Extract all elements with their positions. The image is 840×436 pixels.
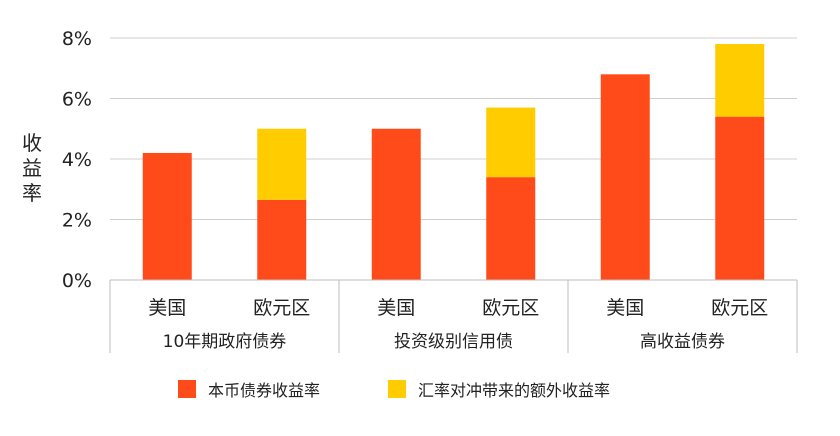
bar	[257, 199, 307, 280]
bar	[486, 177, 536, 280]
x-tick-label: 美国	[606, 297, 644, 319]
y-tick-label: 6%	[62, 89, 92, 111]
y-tick-label: 0%	[62, 270, 92, 292]
bars	[142, 44, 765, 281]
legend-swatch	[178, 380, 196, 398]
y-axis-label-char: 率	[22, 181, 42, 205]
gridlines	[110, 37, 797, 220]
x-tick-label: 欧元区	[482, 297, 539, 319]
legend-label: 本币债券收益率	[208, 381, 320, 400]
legend-label: 汇率对冲带来的额外收益率	[418, 381, 610, 400]
bar	[715, 116, 765, 281]
bar	[600, 74, 650, 280]
legend-swatch	[388, 380, 406, 398]
bar	[257, 128, 307, 200]
group-label: 投资级别信用债	[394, 332, 513, 352]
group-label: 高收益债券	[640, 332, 725, 352]
bar	[142, 152, 192, 280]
x-tick-label: 美国	[377, 297, 415, 319]
bar	[715, 44, 765, 117]
group-label: 10年期政府债券	[163, 332, 287, 352]
x-tick-label: 欧元区	[711, 297, 768, 319]
bar	[371, 128, 421, 280]
y-tick-labels: 0% 2% 4% 6% 8%	[62, 28, 92, 292]
y-axis-label-char: 益	[22, 156, 42, 180]
legend: 本币债券收益率 汇率对冲带来的额外收益率	[178, 380, 610, 400]
y-tick-label: 4%	[62, 149, 92, 171]
y-tick-label: 8%	[62, 28, 92, 50]
bar	[486, 107, 536, 178]
y-axis-label-char: 收	[22, 131, 42, 155]
y-tick-label: 2%	[62, 210, 92, 232]
x-tick-label: 美国	[148, 297, 186, 319]
x-tick-label: 欧元区	[253, 297, 310, 319]
category-axis: 美国 欧元区 美国 欧元区 美国 欧元区 10年期政府债券 投资级别信用债 高收益债券	[109, 279, 798, 353]
y-axis-label: 收益率	[22, 131, 42, 205]
